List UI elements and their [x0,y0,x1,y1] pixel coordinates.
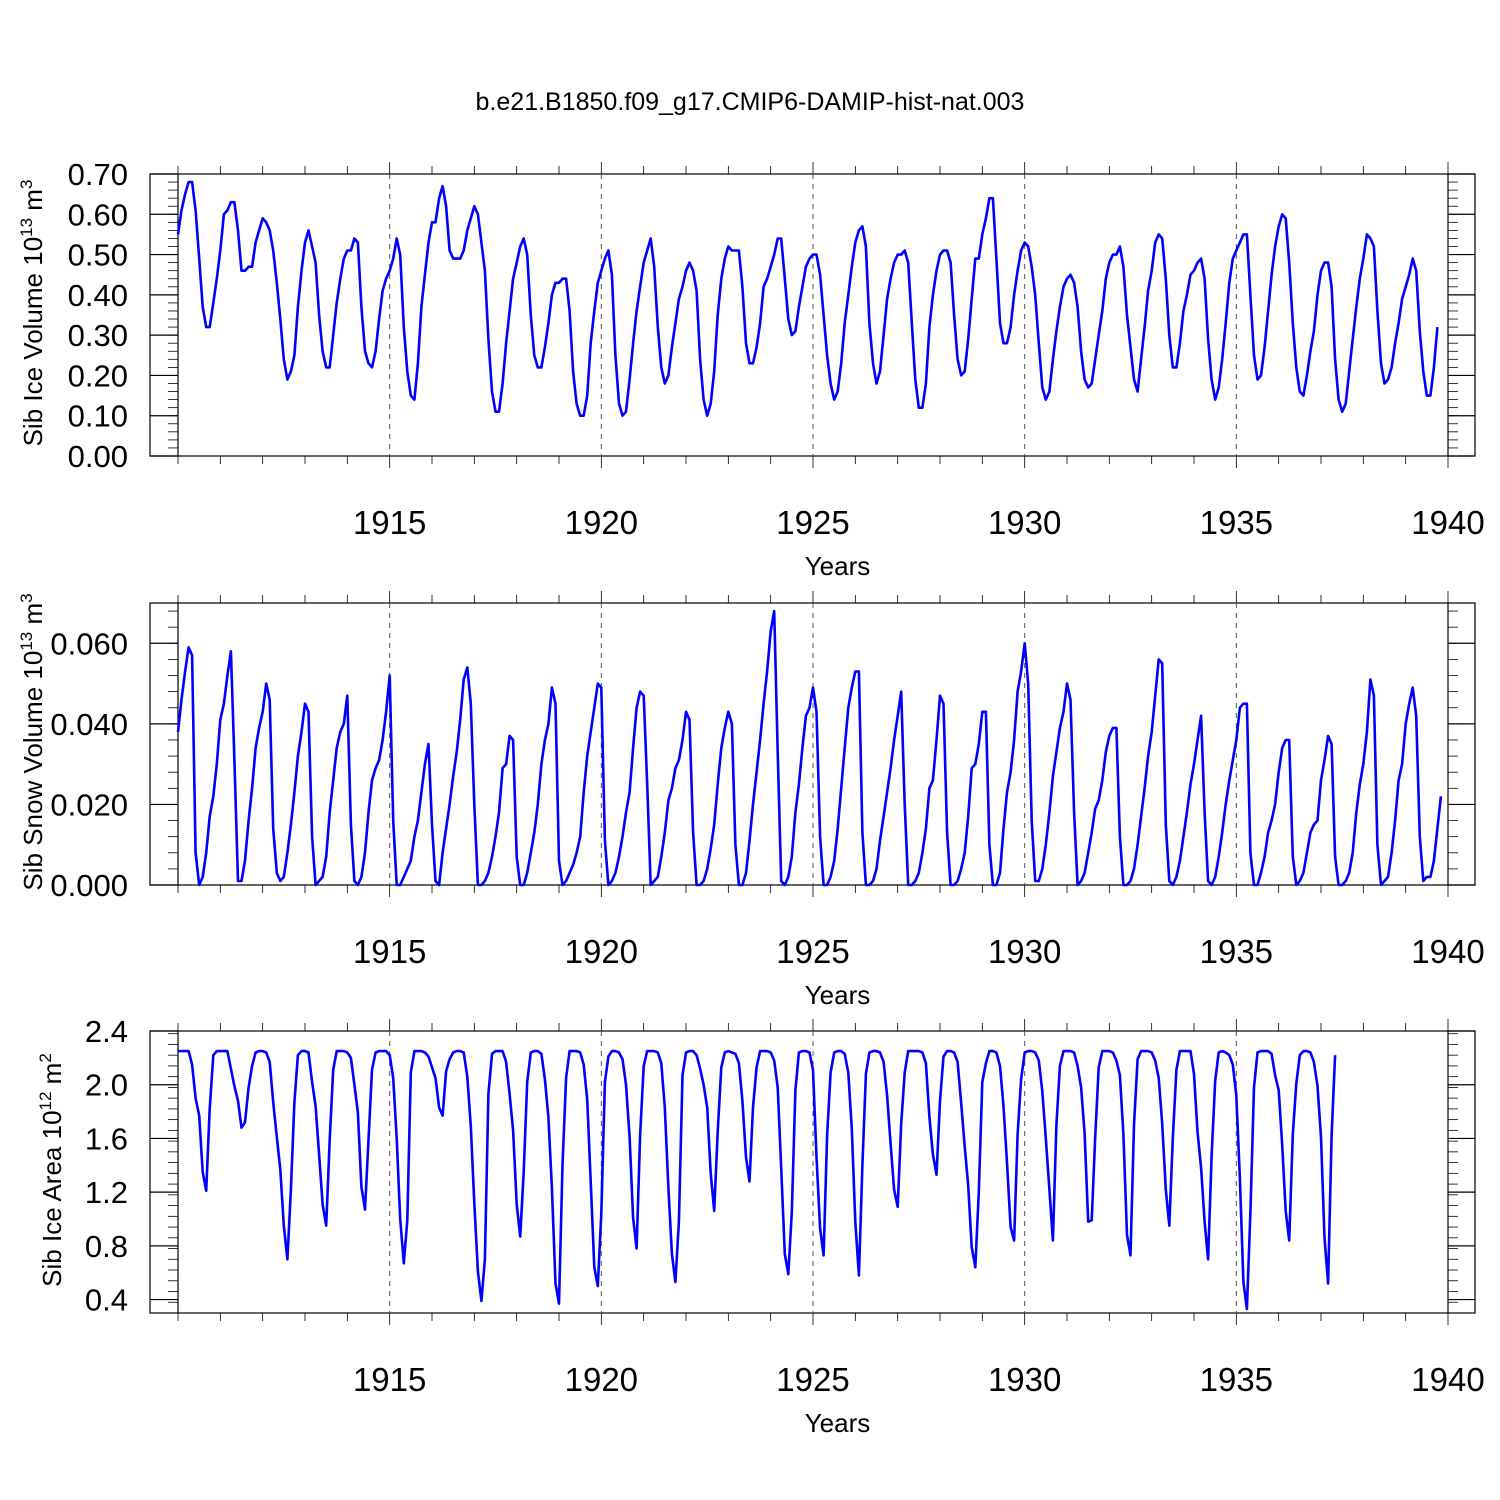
x-axis-label: Years [805,551,871,581]
y-tick-label: 0.000 [50,868,128,903]
x-tick-label: 1915 [353,933,426,970]
chart-panel-3: 0.4 0.8 1.2 1.6 2.0 2.4 1915 1920 1925 1930 1935 19… [36,1014,1485,1438]
chart-title: b.e21.B1850.f09_g17.CMIP6-DAMIP-hist-nat… [476,88,1025,116]
x-tick-label: 1940 [1411,504,1484,541]
y-tick-label: 0.50 [68,238,128,273]
x-tick-label: 1935 [1200,1361,1273,1398]
y-tick-label: 0.020 [50,787,128,822]
chart-panel-2: 0.000 0.020 0.040 0.060 1915 1920 1925 1930 1935… [17,591,1485,1010]
y-axis-label: Sib Ice Volume 1013 m3 [17,180,48,447]
y-tick-label: 0.8 [85,1229,128,1264]
x-tick-label: 1915 [353,1361,426,1398]
y-tick-label: 0.00 [68,439,128,474]
y-tick-label: 0.60 [68,197,128,232]
y-tick-label: 0.40 [68,278,128,313]
x-tick-label: 1930 [988,1361,1061,1398]
x-tick-label: 1920 [565,933,638,970]
x-tick-label: 1920 [565,1361,638,1398]
y-tick-label: 1.2 [85,1175,128,1210]
series-line [176,180,1439,417]
x-axis-label: Years [805,980,871,1010]
x-tick-label: 1935 [1200,933,1273,970]
y-tick-label: 1.6 [85,1121,128,1156]
y-tick-label: 0.4 [85,1283,128,1318]
x-tick-label: 1925 [776,1361,849,1398]
x-tick-label: 1940 [1411,1361,1484,1398]
y-tick-label: 0.30 [68,318,128,353]
series-line [178,1049,1337,1311]
y-tick-label: 0.10 [68,399,128,434]
y-axis-label: Sib Snow Volume 1013 m3 [17,593,48,890]
x-tick-label: 1935 [1200,504,1273,541]
x-tick-label: 1925 [776,933,849,970]
y-axis-label: Sib Ice Area 1012 m2 [36,1053,67,1287]
y-tick-label: 0.040 [50,707,128,742]
x-tick-label: 1930 [988,933,1061,970]
y-tick-label: 2.4 [85,1014,128,1049]
x-tick-label: 1940 [1411,933,1484,970]
y-tick-label: 0.060 [50,626,128,661]
panels: 0.00 0.10 0.20 0.30 0.40 0.50 0.60 0.70 1915 1920… [17,157,1485,1438]
x-tick-label: 1930 [988,504,1061,541]
x-tick-label: 1915 [353,504,426,541]
x-tick-label: 1920 [565,504,638,541]
x-axis-label: Years [805,1408,871,1438]
y-tick-label: 2.0 [85,1068,128,1103]
chart-panel-1: 0.00 0.10 0.20 0.30 0.40 0.50 0.60 0.70 1915 1920… [17,157,1485,581]
y-tick-label: 0.20 [68,358,128,393]
x-tick-label: 1925 [776,504,849,541]
y-tick-label: 0.70 [68,157,128,192]
series-line [176,609,1443,887]
